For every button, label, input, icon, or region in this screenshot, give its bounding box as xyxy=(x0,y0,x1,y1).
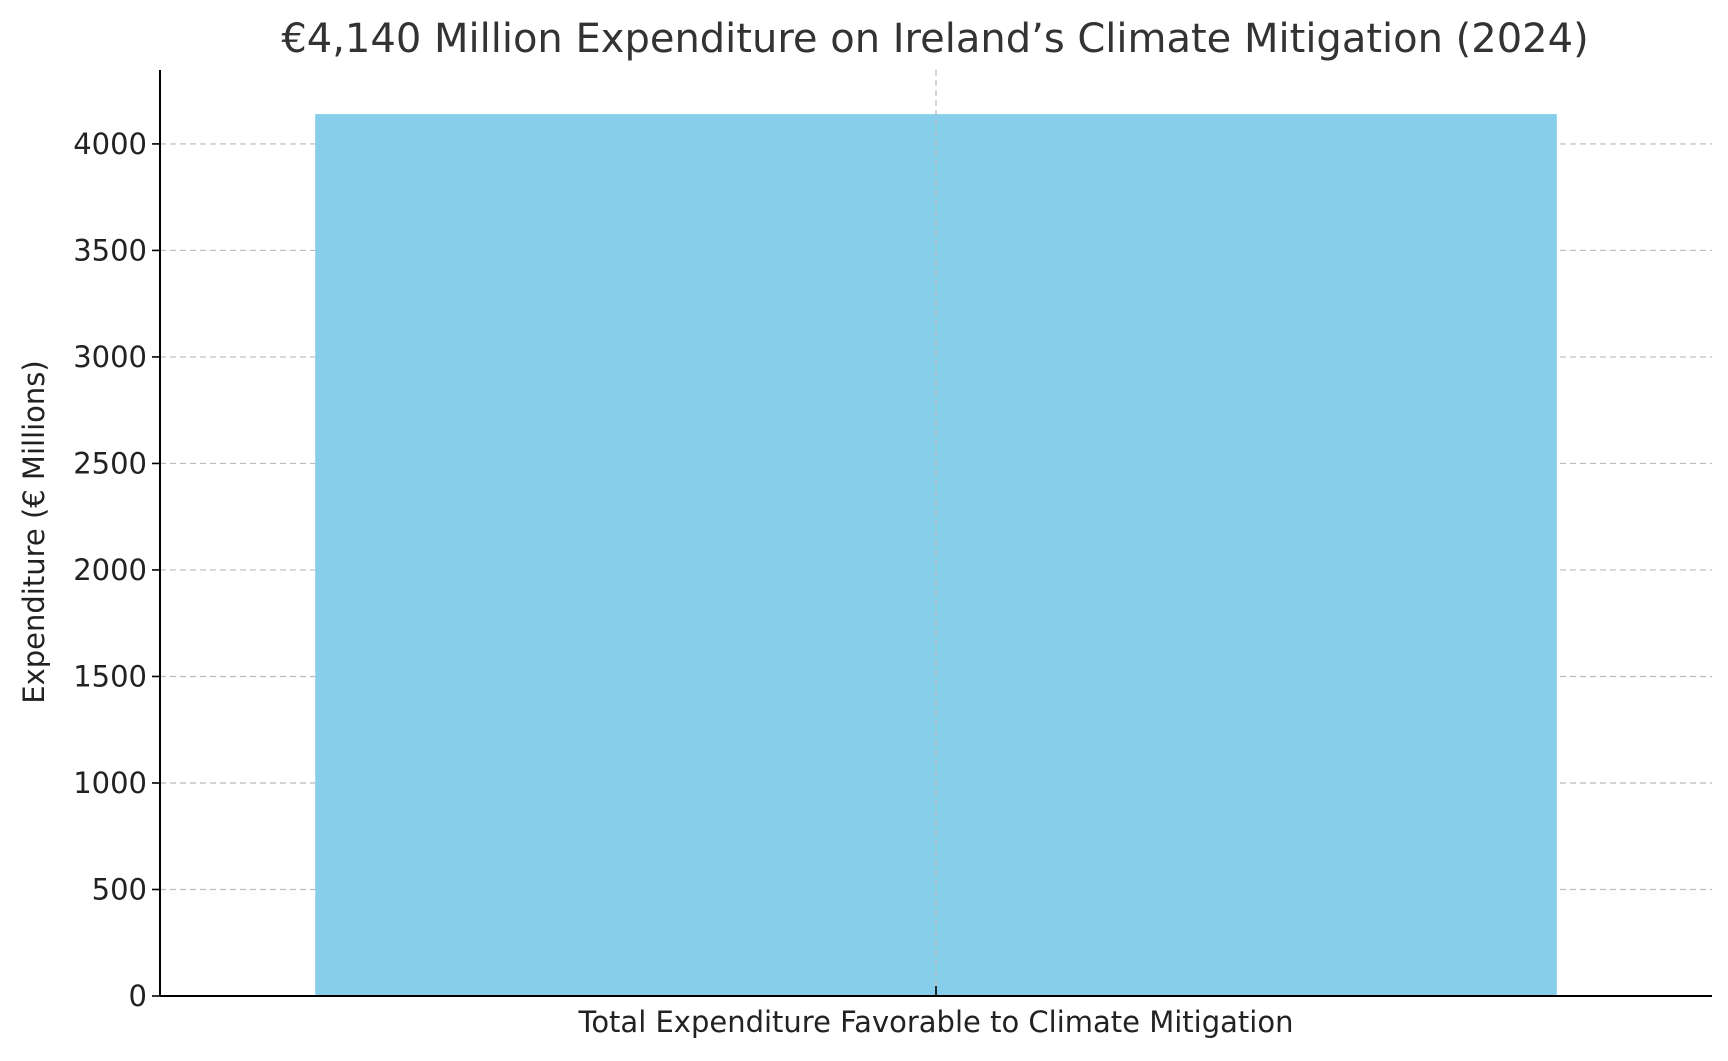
y-ticks: Total Expenditure Favorable to Climate M… xyxy=(73,127,1293,1039)
y-tick-label: 0 xyxy=(129,979,147,1013)
y-tick-label: 500 xyxy=(92,872,147,906)
y-tick-label: 3500 xyxy=(73,233,147,267)
y-tick-label: 1000 xyxy=(73,766,147,800)
y-tick-label: 1500 xyxy=(73,659,147,693)
chart-title: €4,140 Million Expenditure on Ireland’s … xyxy=(281,16,1588,62)
y-tick-label: 2000 xyxy=(73,553,147,587)
y-tick-label: 2500 xyxy=(73,446,147,480)
y-axis-label: Expenditure (€ Millions) xyxy=(17,360,51,703)
x-tick-label: Total Expenditure Favorable to Climate M… xyxy=(578,1005,1294,1039)
y-tick-label: 4000 xyxy=(73,127,147,161)
y-tick-label: 3000 xyxy=(73,340,147,374)
bars xyxy=(315,70,1557,997)
